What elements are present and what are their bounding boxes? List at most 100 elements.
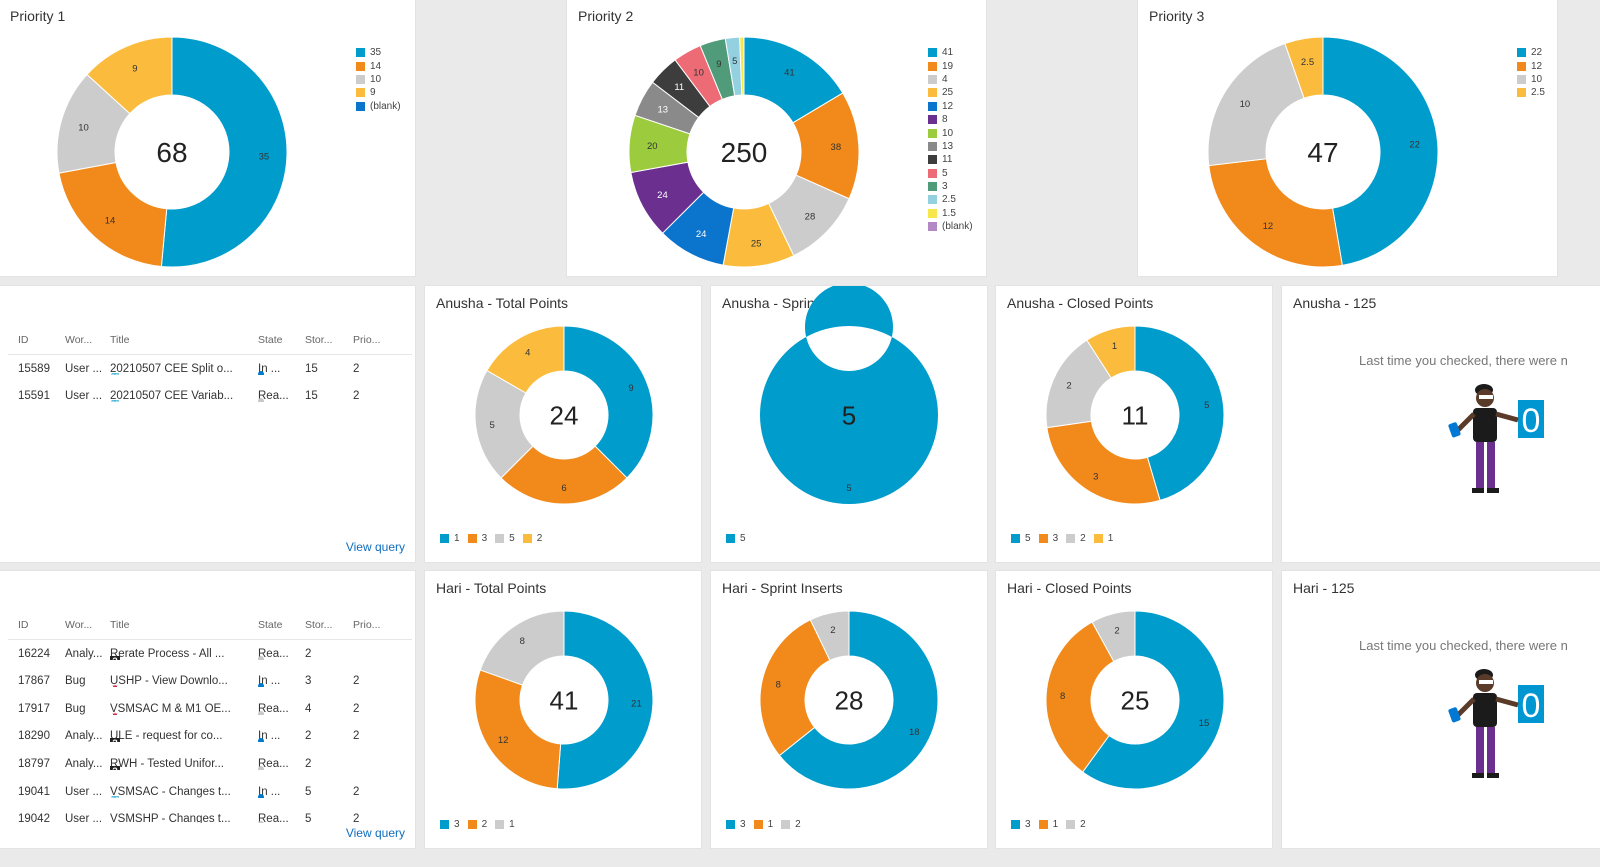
table-row[interactable]: 19042 User ... ▥VSMSHP - Changes t... Rea..… <box>8 805 412 823</box>
legend-item[interactable]: 8 <box>928 113 973 126</box>
donut-slice[interactable] <box>160 36 288 268</box>
donut-slice[interactable] <box>1045 621 1115 773</box>
donut-slice[interactable] <box>739 36 745 96</box>
legend-item[interactable]: 2 <box>522 533 542 544</box>
donut-slice[interactable] <box>86 36 173 115</box>
legend-item[interactable]: 5 <box>1011 533 1031 544</box>
donut-slice[interactable] <box>1208 158 1343 268</box>
donut-slice[interactable] <box>486 325 565 394</box>
table-row[interactable]: 19041 User ... ▥VSMSAC - Changes t... In ..… <box>8 778 412 806</box>
column-header[interactable]: Wor... <box>65 619 93 631</box>
table-row[interactable]: 15589 User ... ▥20210507 CEE Split o... In … <box>8 355 412 383</box>
tile-priority-3[interactable]: Priority 3 22 12 10 2.5 47 22 12 10 2.5 <box>1137 0 1558 277</box>
tile-hari-125[interactable]: Hari - 125 Last time you checked, there … <box>1281 570 1600 849</box>
legend-item[interactable]: 4 <box>928 73 973 86</box>
column-header[interactable]: Title <box>110 619 130 631</box>
donut-slice[interactable] <box>809 610 850 662</box>
legend-item[interactable]: 12 <box>1517 59 1545 72</box>
donut-slice[interactable] <box>778 610 939 790</box>
donut-slice[interactable] <box>1046 420 1161 505</box>
legend-item[interactable]: 2 <box>781 819 801 830</box>
column-header[interactable]: Title <box>110 334 130 346</box>
column-header[interactable]: Stor... <box>305 619 333 631</box>
legend-item[interactable]: 13 <box>928 140 973 153</box>
tile-anusha-total-points[interactable]: Anusha - Total Points 9 6 5 4 24 1 3 5 2 <box>424 285 702 563</box>
table-row[interactable]: 16224 Analy... ?Rerate Process - All ... Re… <box>8 640 412 668</box>
column-header[interactable]: Stor... <box>305 334 333 346</box>
legend-item[interactable]: (blank) <box>928 220 973 233</box>
tile-hari-sprint-inserts[interactable]: Hari - Sprint Inserts 18 8 2 28 3 1 2 <box>710 570 988 849</box>
column-header[interactable]: ID <box>18 619 29 631</box>
donut-slice[interactable] <box>500 445 628 505</box>
donut-slice[interactable] <box>479 610 565 686</box>
tile-anusha-125[interactable]: Anusha - 125 Last time you checked, ther… <box>1281 285 1600 563</box>
donut-slice[interactable] <box>759 285 938 504</box>
legend-item[interactable]: 3 <box>440 819 460 830</box>
legend-item[interactable]: 2 <box>467 819 487 830</box>
table-row[interactable]: 17917 Bug ✸VSMSAC M & M1 OE... Rea... 4 2 <box>8 695 412 723</box>
legend-item[interactable]: 11 <box>928 153 973 166</box>
donut-slice[interactable] <box>58 161 168 268</box>
donut-slice[interactable] <box>1284 36 1324 99</box>
view-query-link[interactable]: View query <box>345 540 405 554</box>
query-tile-anusha[interactable]: ID Wor... Title State Stor... Prio... 15589 Use… <box>0 285 416 563</box>
legend-item[interactable]: 5 <box>928 167 973 180</box>
column-header[interactable]: State <box>258 619 283 631</box>
donut-slice[interactable] <box>1081 610 1225 790</box>
column-header[interactable]: Prio... <box>353 334 381 346</box>
legend-item[interactable]: 10 <box>928 126 973 139</box>
donut-slice[interactable] <box>563 325 654 479</box>
legend-item[interactable]: 10 <box>1517 73 1545 86</box>
donut-slice[interactable] <box>1207 42 1305 167</box>
legend-item[interactable]: 3 <box>1038 533 1058 544</box>
donut-slice[interactable] <box>474 669 562 790</box>
table-row[interactable]: 18290 Analy... ?ULE - request for co... In … <box>8 722 412 750</box>
column-header[interactable]: ID <box>18 334 29 346</box>
legend-item[interactable]: 3 <box>928 180 973 193</box>
table-row[interactable]: 15591 User ... ▥20210507 CEE Variab... Rea.… <box>8 382 412 410</box>
legend-item[interactable]: 2.5 <box>1517 86 1545 99</box>
column-header[interactable]: Prio... <box>353 619 381 631</box>
legend-item[interactable]: 9 <box>356 86 401 99</box>
legend-item[interactable]: 3 <box>467 533 487 544</box>
donut-slice[interactable] <box>1322 36 1439 266</box>
donut-slice[interactable] <box>1086 325 1136 379</box>
legend-item[interactable]: 1 <box>1093 533 1113 544</box>
legend-item[interactable]: 3 <box>1011 819 1031 830</box>
legend-item[interactable]: 22 <box>1517 46 1545 59</box>
column-header[interactable]: Wor... <box>65 334 93 346</box>
legend-item[interactable]: 5 <box>495 533 515 544</box>
donut-slice[interactable] <box>556 610 654 790</box>
legend-item[interactable]: 10 <box>356 73 401 86</box>
legend-item[interactable]: (blank) <box>356 100 401 113</box>
legend-item[interactable]: 14 <box>356 59 401 72</box>
legend-item[interactable]: 1.5 <box>928 207 973 220</box>
legend-item[interactable]: 19 <box>928 59 973 72</box>
legend-item[interactable]: 3 <box>726 819 746 830</box>
legend-item[interactable]: 2 <box>1066 533 1086 544</box>
legend-item[interactable]: 12 <box>928 100 973 113</box>
tile-hari-closed-points[interactable]: Hari - Closed Points 15 8 2 25 3 1 2 <box>995 570 1273 849</box>
legend-item[interactable]: 1 <box>753 819 773 830</box>
donut-slice[interactable] <box>759 619 831 757</box>
legend-item[interactable]: 2.5 <box>928 193 973 206</box>
legend-item[interactable]: 1 <box>440 533 460 544</box>
tile-priority-1[interactable]: Priority 1 35 14 10 9 68 35 14 10 9 (blank) <box>0 0 416 277</box>
tile-priority-2[interactable]: Priority 2 41 38 28 25 24 24 20 13 11 10 9 5 250 41 1… <box>566 0 987 277</box>
legend-item[interactable]: 25 <box>928 86 973 99</box>
query-tile-hari[interactable]: ID Wor... Title State Stor... Prio... 16224 Ana… <box>0 570 416 849</box>
donut-slice[interactable] <box>1134 325 1225 502</box>
legend-item[interactable]: 2 <box>1066 819 1086 830</box>
legend-item[interactable]: 5 <box>726 533 746 544</box>
column-header[interactable]: State <box>258 334 283 346</box>
legend-item[interactable]: 1 <box>1038 819 1058 830</box>
table-row[interactable]: 18797 Analy... ?RWH - Tested Unifor... Rea.… <box>8 750 412 778</box>
legend-item[interactable]: 41 <box>928 46 973 59</box>
legend-item[interactable]: 35 <box>356 46 401 59</box>
table-row[interactable]: 17867 Bug ✸USHP - View Downlo... In ... 3 2 <box>8 667 412 695</box>
legend-item[interactable]: 1 <box>495 819 515 830</box>
view-query-link[interactable]: View query <box>345 826 405 840</box>
